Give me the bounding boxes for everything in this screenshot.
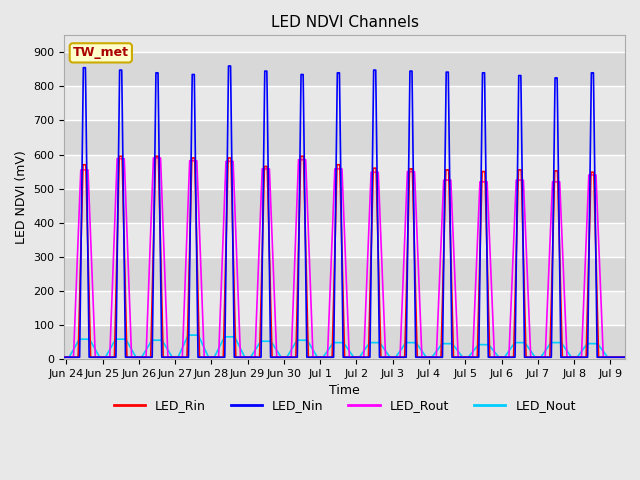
X-axis label: Time: Time <box>330 384 360 397</box>
Title: LED NDVI Channels: LED NDVI Channels <box>271 15 419 30</box>
Bar <box>65 120 625 155</box>
Bar <box>65 223 625 257</box>
Bar <box>65 52 625 86</box>
Text: TW_met: TW_met <box>73 47 129 60</box>
Y-axis label: LED NDVI (mV): LED NDVI (mV) <box>15 150 28 244</box>
Legend: LED_Rin, LED_Nin, LED_Rout, LED_Nout: LED_Rin, LED_Nin, LED_Rout, LED_Nout <box>109 395 581 418</box>
Bar <box>65 155 625 189</box>
Bar <box>65 189 625 223</box>
Bar <box>65 291 625 325</box>
Bar <box>65 325 625 359</box>
Bar <box>65 86 625 120</box>
Bar <box>65 257 625 291</box>
